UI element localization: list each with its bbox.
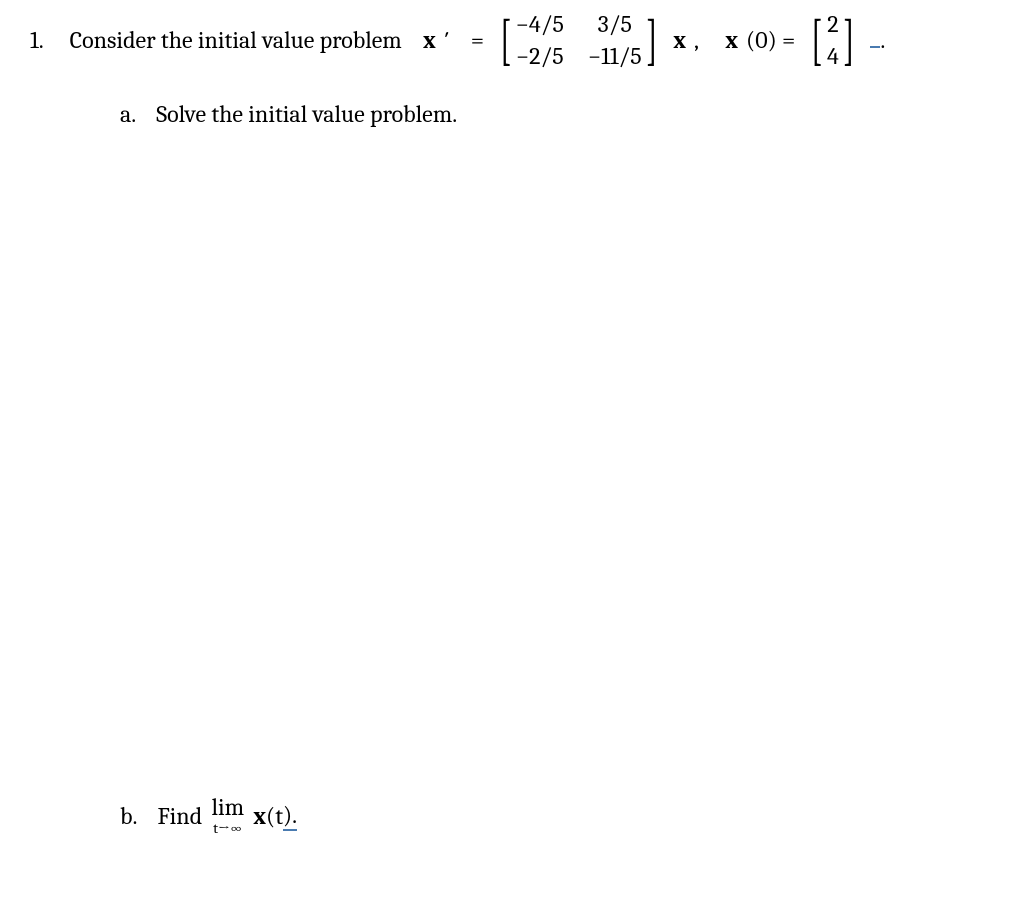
matrix-cells: −4/5 3/5 −2/5 −11/5 bbox=[516, 10, 642, 70]
comma: , bbox=[694, 26, 699, 54]
part-a-label: a. bbox=[120, 100, 136, 128]
problem-statement: 1. Consider the initial value problem x … bbox=[30, 10, 996, 70]
vector-cell-1: 2 bbox=[827, 10, 839, 38]
left-bracket-icon: [ bbox=[500, 18, 512, 63]
ic-variable: x bbox=[725, 26, 738, 54]
period: . bbox=[870, 26, 885, 54]
vector-cells: 2 4 bbox=[827, 10, 839, 70]
part-b: b. Find lim t→∞ x (t ). bbox=[120, 795, 297, 836]
right-bracket-icon: ] bbox=[646, 18, 658, 63]
part-a: a. Solve the initial value problem. bbox=[120, 100, 996, 128]
left-bracket-icon: [ bbox=[811, 18, 823, 63]
ic-argument: (0) = bbox=[746, 26, 795, 54]
part-a-text: Solve the initial value problem. bbox=[156, 100, 457, 128]
part-b-label: b. bbox=[120, 802, 137, 830]
matrix-cell-22: −11/5 bbox=[588, 42, 642, 70]
part-b-prefix: Find bbox=[157, 802, 202, 830]
prime-symbol: ′ bbox=[444, 26, 450, 54]
limit-arg-open: (t bbox=[266, 802, 283, 830]
problem-number: 1. bbox=[30, 26, 44, 54]
lhs-variable: x bbox=[423, 26, 436, 54]
state-variable: x bbox=[673, 26, 686, 54]
matrix-cell-21: −2/5 bbox=[516, 42, 564, 70]
initial-vector: [ 2 4 ] bbox=[807, 10, 858, 70]
matrix-cell-12: 3/5 bbox=[588, 10, 642, 38]
lim-subscript: t→∞ bbox=[213, 821, 242, 836]
problem-container: 1. Consider the initial value problem x … bbox=[30, 10, 996, 128]
limit-variable: x bbox=[253, 802, 266, 830]
matrix-cell-11: −4/5 bbox=[516, 10, 564, 38]
coefficient-matrix: [ −4/5 3/5 −2/5 −11/5 ] bbox=[496, 10, 661, 70]
intro-text: Consider the initial value problem bbox=[70, 26, 402, 54]
vector-cell-2: 4 bbox=[827, 42, 839, 70]
limit-expression: lim t→∞ bbox=[211, 795, 244, 836]
lim-text: lim bbox=[211, 795, 244, 819]
equals-sign: = bbox=[471, 26, 484, 54]
limit-arg-close: ). bbox=[283, 801, 297, 831]
right-bracket-icon: ] bbox=[843, 18, 855, 63]
